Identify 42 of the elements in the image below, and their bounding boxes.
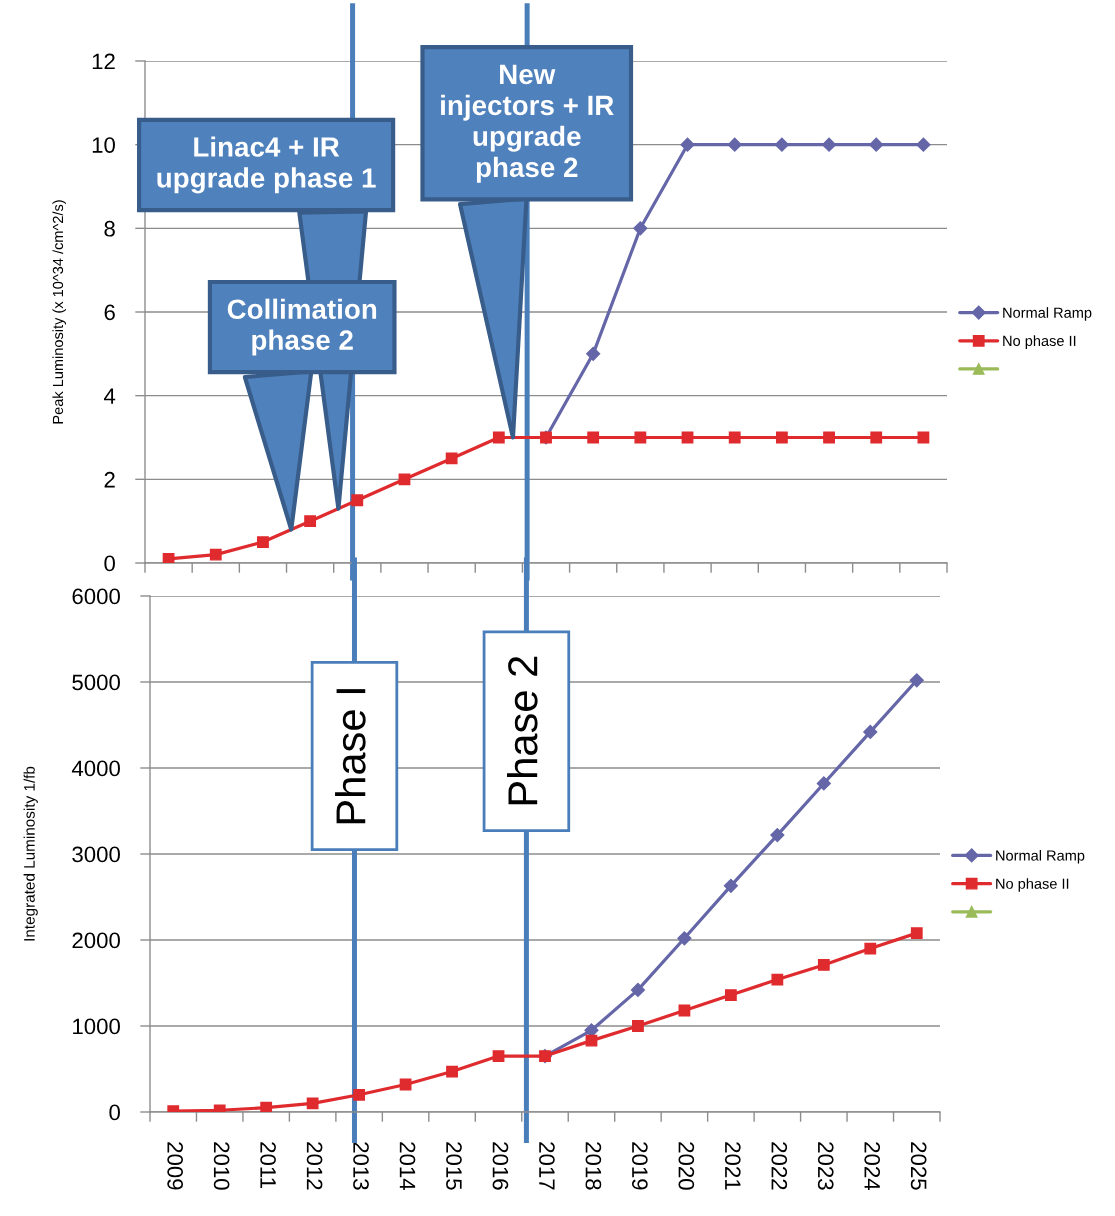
x-tick-label: 2020 — [678, 1142, 695, 1190]
x-tick-label: 2013 — [353, 1142, 369, 1190]
x-tick-label: 2024 — [864, 1142, 881, 1190]
y-tick-label: 4000 — [71, 760, 120, 777]
x-tick-label: 2010 — [213, 1142, 230, 1190]
annotation: Linac4 + IR upgrade phase 1 — [157, 136, 376, 194]
legend-label: No phase II — [996, 878, 1069, 892]
y-tick-label: 6 — [104, 304, 115, 321]
x-tick-label: 2009 — [167, 1142, 184, 1190]
x-tick-label: 2014 — [399, 1142, 416, 1190]
y-tick-label: 0 — [104, 555, 115, 572]
x-tick-label: 2018 — [585, 1142, 602, 1190]
y-tick-label: 4 — [103, 388, 116, 404]
y-tick-label: 3000 — [72, 846, 120, 863]
ref-line-label: Phase 2 — [506, 656, 538, 805]
y-tick-label: 5000 — [72, 674, 120, 691]
x-tick-label: 2019 — [631, 1142, 648, 1190]
y-axis-title: Integrated Luminosity 1/fb — [23, 766, 38, 941]
x-tick-label: 2016 — [492, 1142, 509, 1190]
legend-label: No phase II — [1003, 335, 1076, 349]
x-tick-label: 2022 — [771, 1142, 788, 1190]
x-tick-label: 2017 — [539, 1142, 555, 1190]
annotation: Collimation phase 2 — [227, 298, 377, 356]
y-tick-label: 2 — [104, 471, 115, 488]
y-tick-label: 0 — [109, 1104, 120, 1121]
x-tick-label: 2015 — [446, 1142, 462, 1190]
y-tick-label: 8 — [104, 220, 115, 237]
x-tick-label: 2023 — [817, 1142, 834, 1190]
x-tick-label: 2025 — [910, 1142, 927, 1190]
x-tick-label: 2011 — [260, 1142, 276, 1188]
annotation: New injectors + IR upgrade phase 2 — [441, 64, 614, 183]
legend-label: Normal Ramp — [1003, 307, 1092, 321]
y-axis-title: Peak Luminosity (x 10^34 /cm^2/s) — [52, 200, 66, 424]
y-tick-label: 12 — [92, 53, 115, 70]
x-tick-label: 2021 — [724, 1142, 741, 1190]
x-tick-label: 2012 — [306, 1142, 323, 1190]
y-tick-label: 6000 — [72, 588, 120, 605]
y-tick-label: 10 — [92, 137, 115, 153]
ref-line-label: Phase I — [335, 689, 366, 824]
y-tick-label: 2000 — [72, 932, 120, 949]
legend-label: Normal Ramp — [996, 849, 1085, 864]
y-tick-label: 1000 — [73, 1018, 120, 1035]
